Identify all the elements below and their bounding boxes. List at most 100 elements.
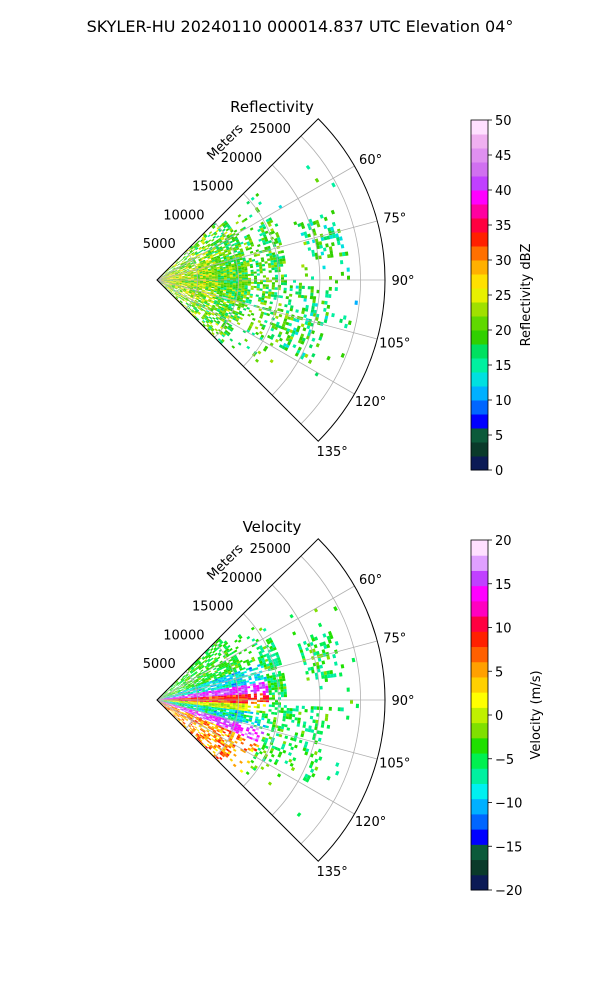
echo-cell: [173, 708, 177, 711]
echo-cell: [182, 717, 186, 720]
echo-cell: [305, 304, 309, 309]
echo-cell: [180, 707, 184, 709]
echo-cell: [233, 316, 237, 319]
echo-cell: [278, 303, 282, 307]
echo-cell: [212, 262, 216, 265]
echo-cell: [183, 716, 187, 719]
echo-cell: [213, 734, 217, 738]
echo-cell: [240, 715, 244, 719]
echo-cell: [232, 694, 236, 697]
echo-cell: [169, 694, 173, 696]
echo-cell: [206, 684, 210, 686]
echo-cell: [182, 290, 186, 292]
echo-cell: [236, 260, 241, 263]
echo-cell: [177, 684, 181, 687]
echo-cell: [229, 287, 233, 290]
echo-cell: [206, 303, 210, 306]
echo-cell: [229, 704, 233, 707]
echo-cell: [232, 268, 236, 271]
echo-cell: [202, 694, 206, 697]
echo-cell: [160, 281, 164, 283]
echo-cell: [172, 701, 176, 702]
echo-cell: [187, 275, 191, 277]
echo-cell: [171, 705, 175, 708]
echo-cell: [203, 295, 207, 297]
echo-cell: [171, 273, 175, 275]
echo-cell: [176, 267, 180, 270]
echo-cell: [200, 684, 204, 687]
echo-cell: [239, 258, 243, 261]
echo-cell: [202, 730, 206, 733]
echo-cell: [216, 235, 220, 239]
colorbar-swatch: [471, 616, 488, 632]
echo-cell: [163, 702, 167, 705]
echo-cell: [187, 704, 191, 706]
echo-cell: [185, 686, 189, 689]
echo-cell: [221, 733, 225, 737]
echo-cell: [235, 665, 239, 669]
echo-cell: [171, 691, 175, 694]
echo-cell: [207, 244, 211, 248]
echo-cell: [177, 258, 180, 261]
echo-cell: [243, 296, 247, 299]
echo-cell: [176, 262, 179, 265]
echo-cell: [202, 274, 206, 277]
echo-cell: [168, 286, 172, 288]
echo-cell: [175, 283, 179, 285]
echo-cell: [190, 693, 194, 695]
echo-cell: [192, 291, 196, 294]
echo-cell: [163, 702, 167, 704]
echo-cell: [177, 294, 180, 297]
echo-cell: [163, 698, 167, 699]
echo-cell: [186, 676, 190, 679]
echo-cell: [180, 709, 184, 711]
echo-cell: [175, 695, 179, 697]
echo-cell: [167, 689, 170, 692]
echo-cell: [191, 667, 194, 670]
echo-cell: [208, 702, 212, 704]
echo-cell: [172, 687, 175, 690]
echo-cell: [216, 302, 220, 305]
echo-cell: [323, 319, 328, 324]
echo-cell: [334, 661, 338, 666]
echo-cell: [316, 289, 320, 294]
colorbar-tick-label: −5: [495, 753, 514, 768]
echo-cell: [268, 660, 272, 664]
echo-cell: [298, 739, 303, 744]
echo-cell: [214, 271, 218, 273]
echo-cell: [198, 689, 202, 691]
echo-cell: [248, 675, 252, 679]
echo-cell: [184, 705, 188, 707]
echo-cell: [206, 319, 210, 323]
echo-cell: [160, 282, 163, 285]
echo-cell: [215, 680, 219, 683]
echo-cell: [205, 259, 209, 262]
echo-cell: [202, 276, 206, 278]
echo-cell: [171, 706, 175, 709]
echo-cell: [224, 733, 228, 737]
echo-cell: [197, 306, 201, 309]
echo-cell: [172, 284, 176, 287]
echo-cell: [175, 701, 179, 702]
echo-cell: [247, 705, 251, 708]
echo-cell: [175, 698, 179, 699]
echo-cell: [229, 255, 233, 258]
echo-cell: [307, 233, 311, 238]
colorbar-swatch: [471, 288, 488, 303]
colorbar-tick-label: 0: [495, 709, 503, 724]
echo-cell: [192, 709, 196, 712]
echo-cell: [199, 705, 203, 707]
echo-cell: [187, 299, 191, 303]
echo-cell: [180, 258, 184, 261]
echo-cell: [180, 677, 184, 681]
echo-cell: [275, 277, 278, 280]
echo-cell: [331, 242, 335, 247]
echo-cell: [199, 303, 203, 306]
echo-cell: [252, 755, 257, 760]
echo-cell: [268, 289, 272, 292]
echo-cell: [186, 270, 190, 272]
echo-cell: [184, 713, 188, 716]
echo-cell: [246, 241, 250, 245]
echo-cell: [280, 707, 284, 711]
echo-cell: [188, 684, 192, 687]
